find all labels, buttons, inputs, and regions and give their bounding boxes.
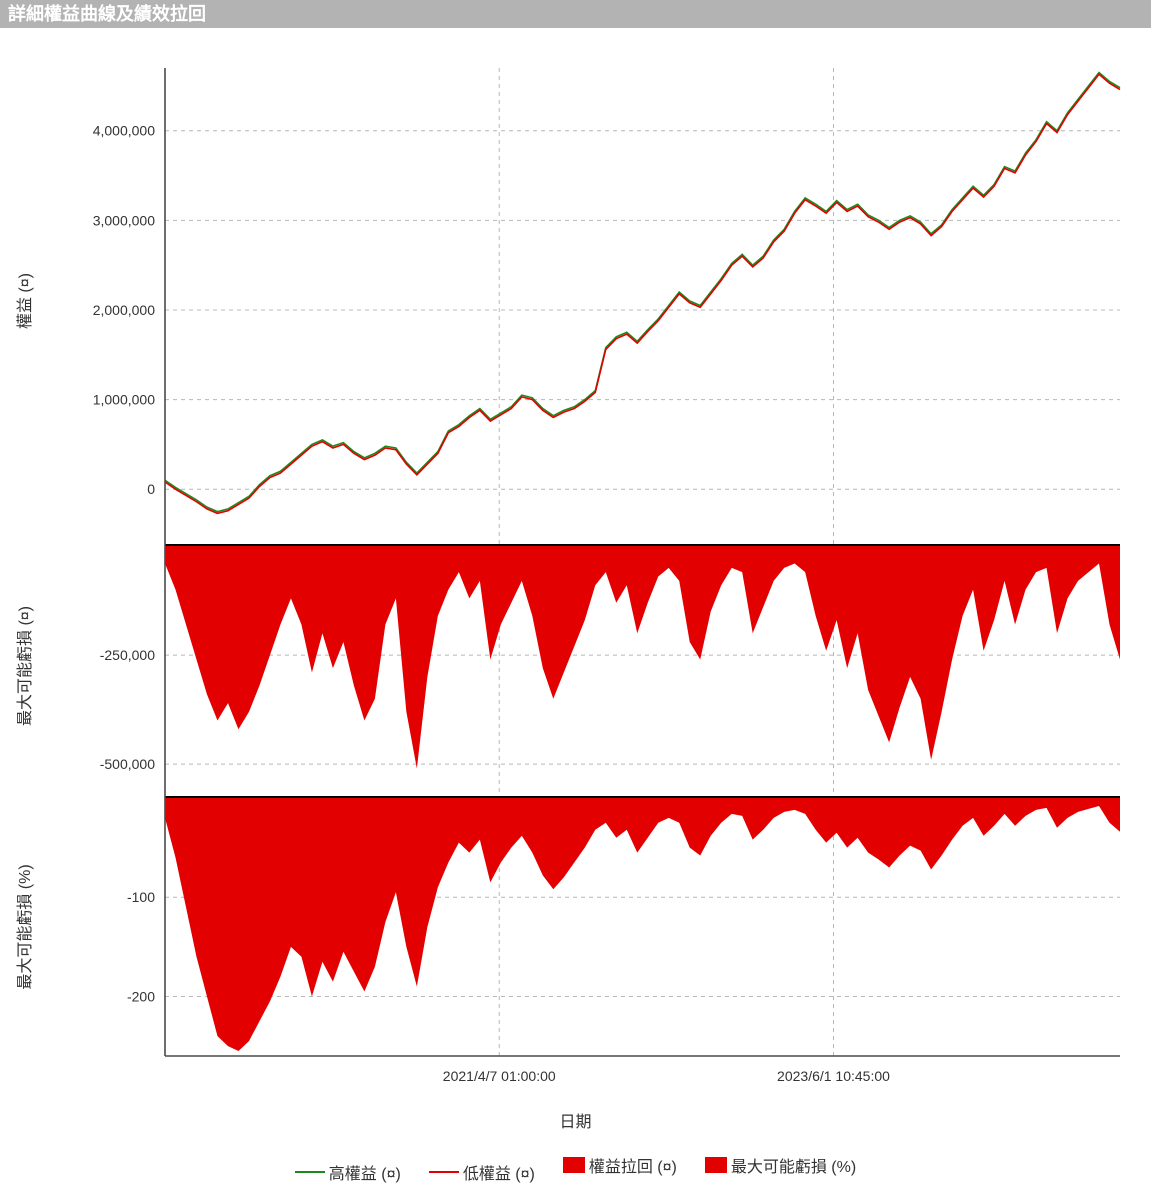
svg-text:4,000,000: 4,000,000 bbox=[93, 123, 155, 139]
svg-text:-500,000: -500,000 bbox=[100, 756, 155, 772]
legend: 高權益 (¤) 低權益 (¤) 權益拉回 (¤) 最大可能虧損 (%) bbox=[0, 1153, 1151, 1184]
svg-text:-100: -100 bbox=[127, 889, 155, 905]
svg-text:1,000,000: 1,000,000 bbox=[93, 392, 155, 408]
legend-label: 權益拉回 (¤) bbox=[589, 1153, 677, 1177]
svg-text:2,000,000: 2,000,000 bbox=[93, 302, 155, 318]
svg-text:-200: -200 bbox=[127, 988, 155, 1004]
svg-text:最大可能虧損 (%): 最大可能虧損 (%) bbox=[16, 864, 34, 989]
svg-text:2023/6/1 10:45:00: 2023/6/1 10:45:00 bbox=[777, 1068, 890, 1084]
legend-item: 低權益 (¤) bbox=[429, 1160, 535, 1184]
title-bar: 詳細權益曲線及績效拉回 bbox=[0, 0, 1151, 28]
legend-label: 最大可能虧損 (%) bbox=[731, 1153, 856, 1177]
chart-canvas: 2021/4/7 01:00:00 2023/6/1 10:45:00 0 1,000… bbox=[0, 28, 1151, 1128]
svg-text:3,000,000: 3,000,000 bbox=[93, 212, 155, 228]
x-axis-title: 日期 bbox=[0, 1108, 1151, 1132]
legend-item: 高權益 (¤) bbox=[295, 1160, 401, 1184]
svg-text:2021/4/7 01:00:00: 2021/4/7 01:00:00 bbox=[443, 1068, 556, 1084]
legend-line-swatch bbox=[295, 1171, 325, 1173]
legend-label: 高權益 (¤) bbox=[329, 1160, 401, 1184]
svg-text:權益 (¤): 權益 (¤) bbox=[16, 273, 34, 329]
legend-item: 最大可能虧損 (%) bbox=[705, 1153, 856, 1177]
legend-item: 權益拉回 (¤) bbox=[563, 1153, 677, 1177]
legend-line-swatch bbox=[429, 1171, 459, 1173]
svg-text:0: 0 bbox=[147, 481, 155, 497]
svg-text:-250,000: -250,000 bbox=[100, 647, 155, 663]
svg-text:最大可能虧損 (¤): 最大可能虧損 (¤) bbox=[16, 606, 34, 726]
legend-label: 低權益 (¤) bbox=[463, 1160, 535, 1184]
legend-box-swatch bbox=[563, 1157, 585, 1173]
legend-box-swatch bbox=[705, 1157, 727, 1173]
